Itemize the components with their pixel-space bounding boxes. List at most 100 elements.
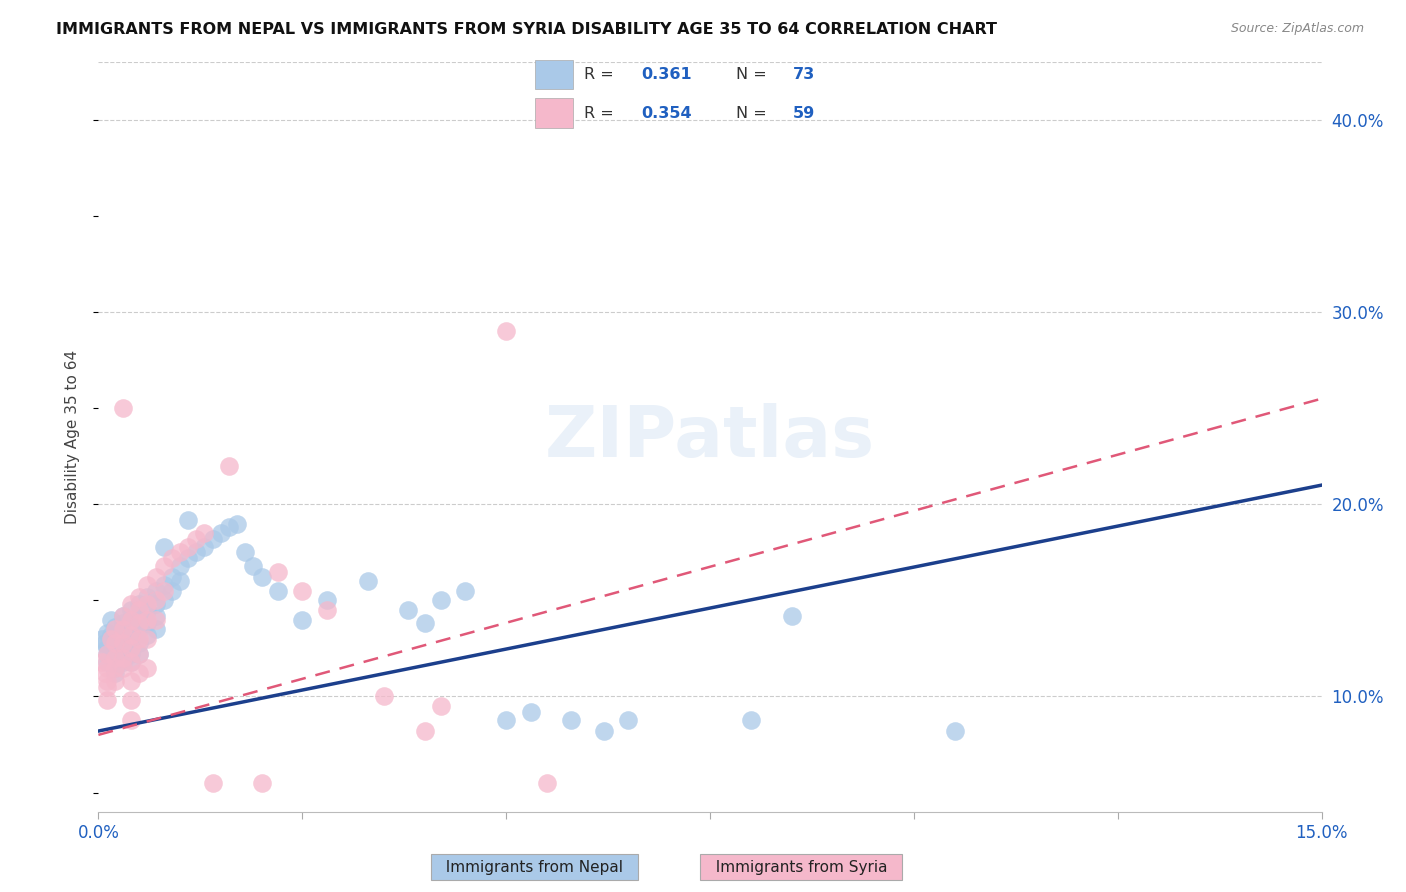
Point [128, 622, 150, 636]
Point [136, 628, 159, 642]
Point [111, 641, 134, 656]
Text: Source: ZipAtlas.com: Source: ZipAtlas.com [1230, 22, 1364, 36]
Point [96, 641, 118, 656]
Point [193, 540, 215, 554]
Point [104, 647, 127, 661]
Point [267, 583, 290, 598]
Point [943, 724, 966, 739]
Point [91, 655, 114, 669]
Point [136, 590, 159, 604]
Point [96, 626, 118, 640]
Point [111, 635, 134, 649]
Point [218, 458, 240, 473]
Point [91, 632, 114, 646]
Point [96, 674, 118, 689]
Point [315, 603, 337, 617]
Text: 73: 73 [793, 67, 815, 81]
Point [128, 613, 150, 627]
Point [100, 613, 122, 627]
Point [136, 616, 159, 631]
Point [617, 713, 640, 727]
Point [120, 647, 142, 661]
Text: IMMIGRANTS FROM NEPAL VS IMMIGRANTS FROM SYRIA DISABILITY AGE 35 TO 64 CORRELATI: IMMIGRANTS FROM NEPAL VS IMMIGRANTS FROM… [56, 22, 997, 37]
Point [104, 655, 127, 669]
Point [111, 608, 134, 623]
Point [96, 660, 118, 674]
Point [128, 635, 150, 649]
Point [96, 647, 118, 661]
Point [356, 574, 378, 589]
Point [128, 632, 150, 646]
Text: R =: R = [585, 67, 619, 81]
Point [152, 593, 174, 607]
Point [104, 635, 127, 649]
Point [96, 693, 118, 707]
Point [413, 724, 436, 739]
Text: ZIPatlas: ZIPatlas [546, 402, 875, 472]
Point [120, 713, 142, 727]
Point [128, 597, 150, 611]
Point [169, 545, 191, 559]
Point [315, 593, 337, 607]
Point [120, 597, 142, 611]
Point [120, 628, 142, 642]
Text: 0.354: 0.354 [641, 106, 692, 120]
Point [111, 660, 134, 674]
Point [291, 583, 314, 598]
Point [218, 520, 240, 534]
Point [145, 622, 167, 636]
Point [177, 551, 200, 566]
Point [94, 666, 117, 681]
Point [136, 603, 159, 617]
Point [136, 632, 159, 646]
Point [152, 578, 174, 592]
Point [104, 660, 127, 674]
Point [193, 526, 215, 541]
Point [120, 635, 142, 649]
Text: N =: N = [737, 106, 772, 120]
Y-axis label: Disability Age 35 to 64: Disability Age 35 to 64 [65, 350, 80, 524]
FancyBboxPatch shape [534, 60, 572, 89]
Point [209, 526, 232, 541]
Text: Immigrants from Syria: Immigrants from Syria [706, 860, 897, 874]
Point [186, 545, 208, 559]
Point [120, 628, 142, 642]
Point [169, 574, 191, 589]
Text: 0.361: 0.361 [641, 67, 692, 81]
Point [104, 622, 127, 636]
Point [96, 680, 118, 694]
Point [120, 641, 142, 656]
Point [136, 597, 159, 611]
Point [111, 401, 134, 416]
Point [96, 647, 118, 661]
Point [430, 699, 453, 714]
Point [267, 565, 290, 579]
Point [186, 532, 208, 546]
Point [100, 628, 122, 642]
Point [740, 713, 762, 727]
Point [104, 666, 127, 681]
Point [495, 325, 517, 339]
Point [536, 776, 558, 790]
Point [145, 597, 167, 611]
Point [120, 613, 142, 627]
Point [560, 713, 582, 727]
Point [104, 660, 127, 674]
Point [111, 622, 134, 636]
Point [128, 666, 150, 681]
Point [104, 651, 127, 665]
Point [128, 647, 150, 661]
Point [145, 608, 167, 623]
Text: N =: N = [737, 67, 772, 81]
Point [201, 776, 224, 790]
Point [111, 632, 134, 646]
Point [152, 540, 174, 554]
Point [120, 674, 142, 689]
Point [201, 532, 224, 546]
Point [169, 558, 191, 573]
Point [177, 540, 200, 554]
Point [160, 583, 183, 598]
Point [145, 613, 167, 627]
Text: 59: 59 [793, 106, 815, 120]
Point [152, 583, 174, 598]
